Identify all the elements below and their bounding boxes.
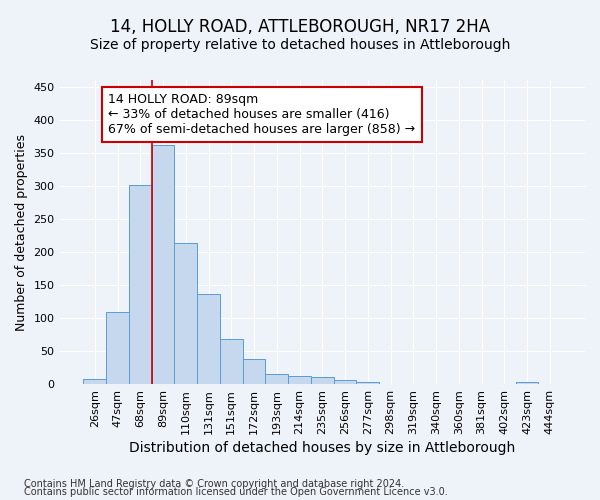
Text: Size of property relative to detached houses in Attleborough: Size of property relative to detached ho… — [90, 38, 510, 52]
Y-axis label: Number of detached properties: Number of detached properties — [15, 134, 28, 330]
Bar — [106, 312, 129, 384]
Bar — [175, 242, 197, 384]
Text: 14, HOLLY ROAD, ATTLEBOROUGH, NR17 2HA: 14, HOLLY ROAD, ATTLEBOROUGH, NR17 2HA — [110, 18, 490, 36]
Bar — [83, 380, 106, 384]
Bar — [152, 145, 175, 384]
Bar — [129, 185, 152, 384]
Bar — [242, 359, 265, 384]
Bar — [265, 374, 288, 384]
Text: Contains public sector information licensed under the Open Government Licence v3: Contains public sector information licen… — [24, 487, 448, 497]
Bar — [356, 382, 379, 384]
Bar — [334, 380, 356, 384]
Bar — [311, 378, 334, 384]
Text: Contains HM Land Registry data © Crown copyright and database right 2024.: Contains HM Land Registry data © Crown c… — [24, 479, 404, 489]
Bar — [197, 294, 220, 384]
Text: 14 HOLLY ROAD: 89sqm
← 33% of detached houses are smaller (416)
67% of semi-deta: 14 HOLLY ROAD: 89sqm ← 33% of detached h… — [109, 93, 416, 136]
Bar — [515, 382, 538, 384]
X-axis label: Distribution of detached houses by size in Attleborough: Distribution of detached houses by size … — [129, 441, 515, 455]
Bar — [220, 339, 242, 384]
Bar — [288, 376, 311, 384]
